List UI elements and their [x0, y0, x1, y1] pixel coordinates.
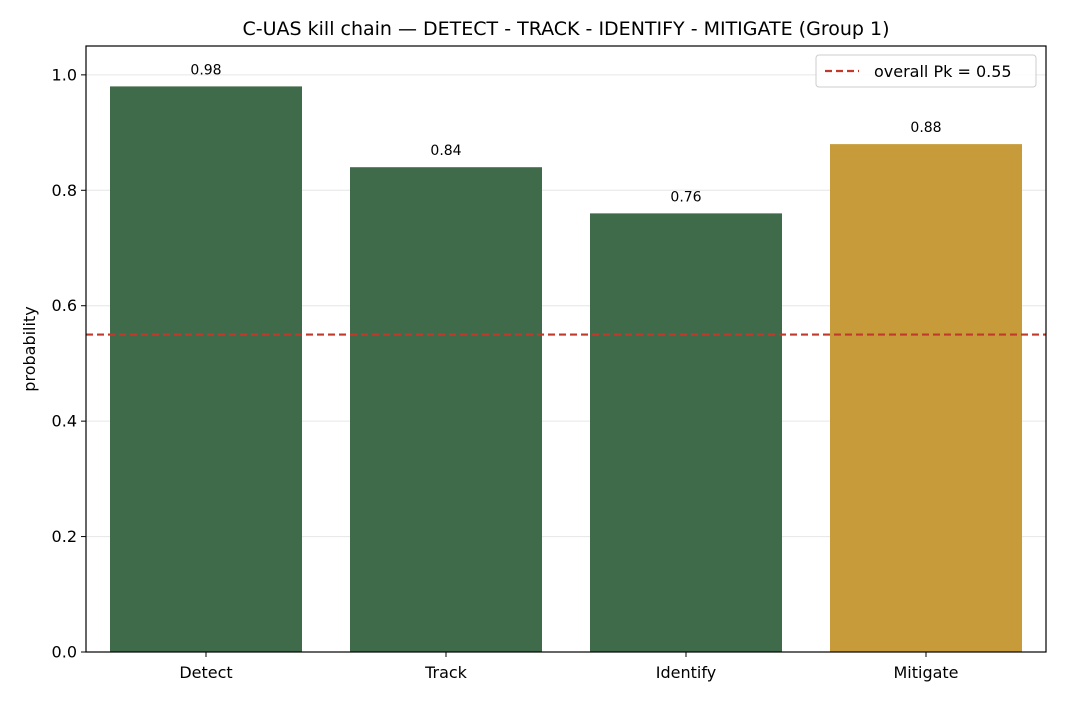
y-tick-label: 0.2	[52, 527, 77, 546]
x-tick-label: Mitigate	[893, 663, 958, 682]
x-tick-label: Detect	[179, 663, 232, 682]
x-tick-label: Track	[424, 663, 468, 682]
plot-frame	[85, 45, 1047, 653]
y-tick-label: 0.6	[52, 296, 77, 315]
x-axis: Detect Track Identify Mitigate	[179, 652, 959, 682]
y-tick-label: 1.0	[52, 65, 77, 84]
data-label: 0.84	[430, 143, 461, 159]
y-tick-label: 0.0	[52, 643, 77, 662]
bars	[110, 86, 1022, 652]
y-axis: 0.0 0.2 0.4 0.6 0.8 1.0	[52, 65, 86, 662]
bar-identify	[590, 213, 782, 652]
legend: overall Pk = 0.55	[815, 54, 1037, 88]
y-tick-label: 0.4	[52, 412, 77, 431]
data-label: 0.76	[670, 189, 701, 205]
bar-mitigate	[830, 144, 1022, 652]
bar-track	[350, 167, 542, 652]
x-tick-label: Identify	[656, 663, 716, 682]
data-label: 0.98	[190, 62, 221, 78]
data-label: 0.88	[910, 120, 941, 136]
y-axis-label: probability	[20, 306, 39, 391]
chart-title: C-UAS kill chain — DETECT - TRACK - IDEN…	[243, 18, 890, 40]
data-labels: 0.98 0.84 0.76 0.88	[190, 62, 941, 205]
legend-box	[815, 54, 1037, 88]
y-tick-label: 0.8	[52, 181, 77, 200]
legend-label: overall Pk = 0.55	[874, 62, 1012, 81]
bar-detect	[110, 86, 302, 652]
